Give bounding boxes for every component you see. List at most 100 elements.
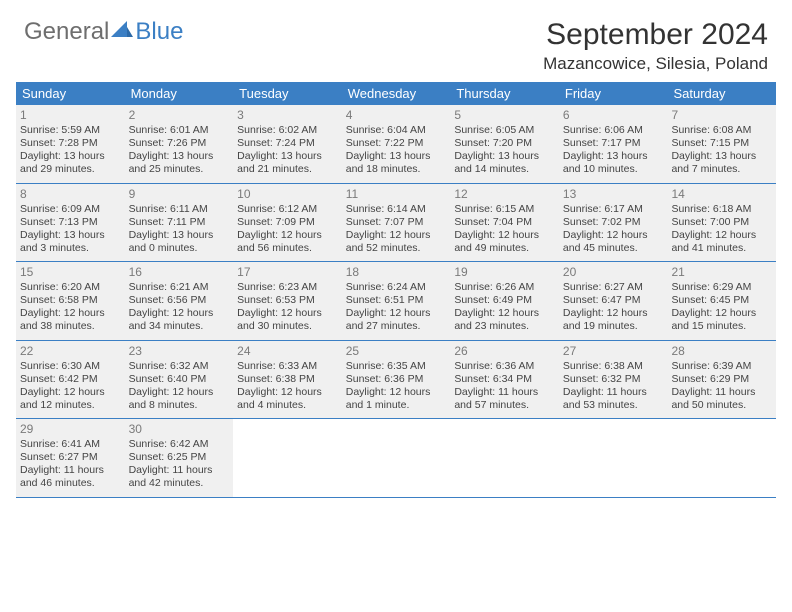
sunset-text: Sunset: 7:24 PM	[237, 137, 338, 150]
sunset-text: Sunset: 6:56 PM	[129, 294, 230, 307]
daylight-text: Daylight: 12 hours and 1 minute.	[346, 386, 447, 412]
day-number: 20	[563, 265, 664, 280]
day-cell	[342, 419, 451, 497]
day-cell: 10Sunrise: 6:12 AMSunset: 7:09 PMDayligh…	[233, 184, 342, 262]
logo-text-blue: Blue	[135, 18, 183, 46]
day-number: 7	[671, 108, 772, 123]
daylight-text: Daylight: 11 hours and 50 minutes.	[671, 386, 772, 412]
daylight-text: Daylight: 12 hours and 4 minutes.	[237, 386, 338, 412]
sunrise-text: Sunrise: 6:35 AM	[346, 360, 447, 373]
sunrise-text: Sunrise: 6:11 AM	[129, 203, 230, 216]
day-number: 8	[20, 187, 121, 202]
daylight-text: Daylight: 13 hours and 25 minutes.	[129, 150, 230, 176]
sunset-text: Sunset: 7:15 PM	[671, 137, 772, 150]
sunset-text: Sunset: 6:49 PM	[454, 294, 555, 307]
sunrise-text: Sunrise: 6:15 AM	[454, 203, 555, 216]
daylight-text: Daylight: 13 hours and 0 minutes.	[129, 229, 230, 255]
sunset-text: Sunset: 6:51 PM	[346, 294, 447, 307]
day-cell: 1Sunrise: 5:59 AMSunset: 7:28 PMDaylight…	[16, 105, 125, 183]
sunset-text: Sunset: 6:47 PM	[563, 294, 664, 307]
title-block: September 2024 Mazancowice, Silesia, Pol…	[543, 18, 768, 74]
sunrise-text: Sunrise: 6:14 AM	[346, 203, 447, 216]
day-cell: 29Sunrise: 6:41 AMSunset: 6:27 PMDayligh…	[16, 419, 125, 497]
day-cell: 13Sunrise: 6:17 AMSunset: 7:02 PMDayligh…	[559, 184, 668, 262]
day-number: 30	[129, 422, 230, 437]
week-row: 15Sunrise: 6:20 AMSunset: 6:58 PMDayligh…	[16, 262, 776, 341]
sunrise-text: Sunrise: 6:20 AM	[20, 281, 121, 294]
day-cell: 25Sunrise: 6:35 AMSunset: 6:36 PMDayligh…	[342, 341, 451, 419]
sunset-text: Sunset: 6:34 PM	[454, 373, 555, 386]
day-cell: 16Sunrise: 6:21 AMSunset: 6:56 PMDayligh…	[125, 262, 234, 340]
sunrise-text: Sunrise: 6:17 AM	[563, 203, 664, 216]
day-cell: 3Sunrise: 6:02 AMSunset: 7:24 PMDaylight…	[233, 105, 342, 183]
day-header: Thursday	[450, 82, 559, 105]
daylight-text: Daylight: 13 hours and 21 minutes.	[237, 150, 338, 176]
sunrise-text: Sunrise: 6:21 AM	[129, 281, 230, 294]
sunset-text: Sunset: 6:53 PM	[237, 294, 338, 307]
day-cell: 30Sunrise: 6:42 AMSunset: 6:25 PMDayligh…	[125, 419, 234, 497]
sunset-text: Sunset: 7:22 PM	[346, 137, 447, 150]
daylight-text: Daylight: 12 hours and 23 minutes.	[454, 307, 555, 333]
day-cell: 22Sunrise: 6:30 AMSunset: 6:42 PMDayligh…	[16, 341, 125, 419]
sunrise-text: Sunrise: 6:41 AM	[20, 438, 121, 451]
day-cell: 24Sunrise: 6:33 AMSunset: 6:38 PMDayligh…	[233, 341, 342, 419]
calendar: SundayMondayTuesdayWednesdayThursdayFrid…	[16, 82, 776, 498]
day-number: 14	[671, 187, 772, 202]
day-number: 29	[20, 422, 121, 437]
header: General Blue September 2024 Mazancowice,…	[0, 0, 792, 82]
sunrise-text: Sunrise: 6:30 AM	[20, 360, 121, 373]
sunset-text: Sunset: 6:36 PM	[346, 373, 447, 386]
sunset-text: Sunset: 6:58 PM	[20, 294, 121, 307]
day-cell: 4Sunrise: 6:04 AMSunset: 7:22 PMDaylight…	[342, 105, 451, 183]
day-cell: 14Sunrise: 6:18 AMSunset: 7:00 PMDayligh…	[667, 184, 776, 262]
day-cell: 17Sunrise: 6:23 AMSunset: 6:53 PMDayligh…	[233, 262, 342, 340]
sunrise-text: Sunrise: 6:23 AM	[237, 281, 338, 294]
day-cell: 6Sunrise: 6:06 AMSunset: 7:17 PMDaylight…	[559, 105, 668, 183]
day-number: 16	[129, 265, 230, 280]
day-cell: 7Sunrise: 6:08 AMSunset: 7:15 PMDaylight…	[667, 105, 776, 183]
week-row: 1Sunrise: 5:59 AMSunset: 7:28 PMDaylight…	[16, 105, 776, 184]
day-header: Saturday	[667, 82, 776, 105]
sunrise-text: Sunrise: 6:42 AM	[129, 438, 230, 451]
daylight-text: Daylight: 11 hours and 53 minutes.	[563, 386, 664, 412]
week-row: 8Sunrise: 6:09 AMSunset: 7:13 PMDaylight…	[16, 184, 776, 263]
sunrise-text: Sunrise: 6:01 AM	[129, 124, 230, 137]
sunrise-text: Sunrise: 6:27 AM	[563, 281, 664, 294]
day-number: 6	[563, 108, 664, 123]
sunset-text: Sunset: 6:38 PM	[237, 373, 338, 386]
day-number: 22	[20, 344, 121, 359]
daylight-text: Daylight: 12 hours and 38 minutes.	[20, 307, 121, 333]
daylight-text: Daylight: 12 hours and 45 minutes.	[563, 229, 664, 255]
logo-sail-icon	[111, 18, 133, 46]
day-number: 18	[346, 265, 447, 280]
day-number: 12	[454, 187, 555, 202]
daylight-text: Daylight: 13 hours and 29 minutes.	[20, 150, 121, 176]
day-number: 11	[346, 187, 447, 202]
day-number: 23	[129, 344, 230, 359]
sunset-text: Sunset: 7:20 PM	[454, 137, 555, 150]
sunset-text: Sunset: 7:02 PM	[563, 216, 664, 229]
day-number: 19	[454, 265, 555, 280]
sunrise-text: Sunrise: 6:32 AM	[129, 360, 230, 373]
day-cell: 15Sunrise: 6:20 AMSunset: 6:58 PMDayligh…	[16, 262, 125, 340]
daylight-text: Daylight: 12 hours and 34 minutes.	[129, 307, 230, 333]
daylight-text: Daylight: 12 hours and 19 minutes.	[563, 307, 664, 333]
day-cell: 12Sunrise: 6:15 AMSunset: 7:04 PMDayligh…	[450, 184, 559, 262]
sunrise-text: Sunrise: 6:04 AM	[346, 124, 447, 137]
day-cell	[450, 419, 559, 497]
day-header: Tuesday	[233, 82, 342, 105]
day-cell: 2Sunrise: 6:01 AMSunset: 7:26 PMDaylight…	[125, 105, 234, 183]
day-cell: 20Sunrise: 6:27 AMSunset: 6:47 PMDayligh…	[559, 262, 668, 340]
day-cell: 11Sunrise: 6:14 AMSunset: 7:07 PMDayligh…	[342, 184, 451, 262]
day-cell	[233, 419, 342, 497]
sunset-text: Sunset: 7:00 PM	[671, 216, 772, 229]
sunrise-text: Sunrise: 6:33 AM	[237, 360, 338, 373]
day-number: 25	[346, 344, 447, 359]
daylight-text: Daylight: 12 hours and 30 minutes.	[237, 307, 338, 333]
daylight-text: Daylight: 12 hours and 41 minutes.	[671, 229, 772, 255]
day-cell: 9Sunrise: 6:11 AMSunset: 7:11 PMDaylight…	[125, 184, 234, 262]
logo-text-general: General	[24, 18, 109, 46]
sunset-text: Sunset: 7:09 PM	[237, 216, 338, 229]
daylight-text: Daylight: 12 hours and 49 minutes.	[454, 229, 555, 255]
day-cell: 21Sunrise: 6:29 AMSunset: 6:45 PMDayligh…	[667, 262, 776, 340]
